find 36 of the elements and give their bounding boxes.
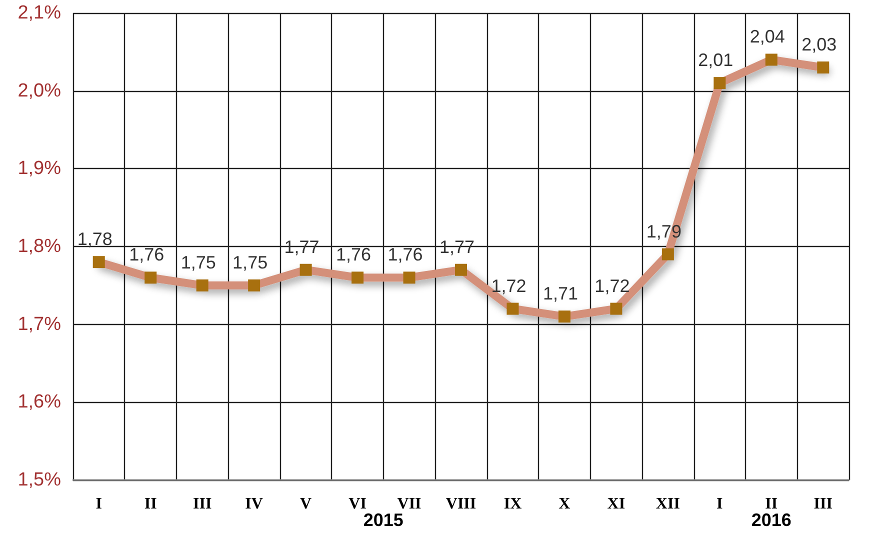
text: 1,78 xyxy=(77,229,112,250)
text: 1,75 xyxy=(180,252,216,272)
x-tick-label: III xyxy=(192,496,212,512)
text: 2016 xyxy=(751,510,792,530)
text: 2,04 xyxy=(750,26,785,47)
x-tick-label: III xyxy=(814,496,832,512)
x-tick-label: X xyxy=(558,496,571,512)
x-tick-label: XII xyxy=(656,496,680,512)
x-tick-label: II xyxy=(144,496,157,512)
y-tick-label: 1,8% xyxy=(18,236,62,257)
text: 1,72 xyxy=(594,276,630,296)
y-tick-label: 1,7% xyxy=(18,314,62,335)
x-tick-label: IV xyxy=(245,496,264,512)
text: 2,01 xyxy=(698,50,734,70)
x-tick-label: I xyxy=(96,496,102,512)
x-tick-label: IX xyxy=(504,496,522,512)
y-tick-label: 1,5% xyxy=(18,470,62,490)
y-tick-label: 2,0% xyxy=(18,80,62,102)
text: 2,03 xyxy=(802,34,837,54)
text: 1,76 xyxy=(336,244,372,265)
x-tick-label: VIII xyxy=(446,496,476,512)
x-tick-label: VII xyxy=(397,496,422,512)
x-tick-label: V xyxy=(300,496,312,512)
y-tick-label: 1,6% xyxy=(18,392,62,413)
x-tick-label: I xyxy=(716,496,723,512)
y-tick-label: 1,9% xyxy=(18,158,62,180)
text: 2015 xyxy=(363,510,404,530)
text: 1,72 xyxy=(491,276,526,296)
x-tick-label: II xyxy=(765,496,778,512)
text: 1,75 xyxy=(232,252,268,272)
text: 1,76 xyxy=(388,244,423,265)
text: 1,71 xyxy=(542,284,578,304)
y-tick-label: 2,1% xyxy=(18,2,62,24)
x-tick-label: VI xyxy=(348,496,366,512)
x-tick-label: XI xyxy=(607,496,626,512)
text: 1,76 xyxy=(129,244,164,265)
